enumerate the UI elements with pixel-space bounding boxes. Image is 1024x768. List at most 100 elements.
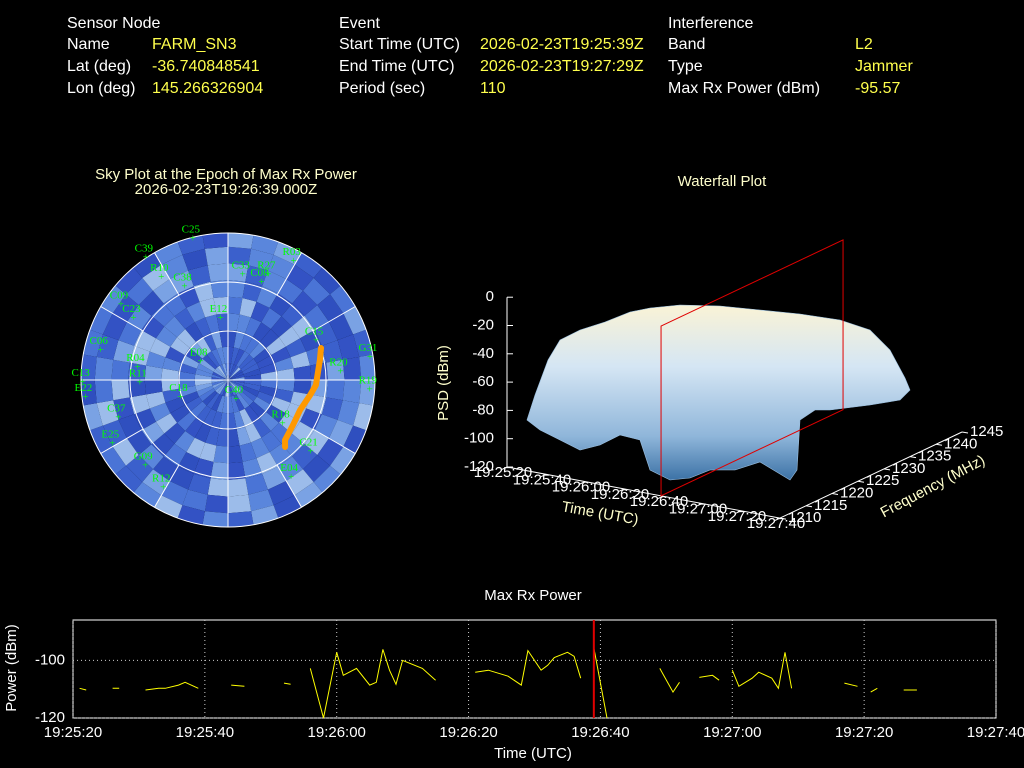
satellite-label: R12 <box>152 472 170 484</box>
sky-cell <box>178 362 197 375</box>
sky-cell <box>303 277 331 305</box>
sky-cell <box>233 348 245 366</box>
x-tick-label: 19:27:00 <box>669 500 727 517</box>
z-tick-label: -100 <box>464 430 494 447</box>
satellite-marker: + <box>143 252 149 264</box>
sky-cell <box>256 452 278 474</box>
x-axis-line <box>506 466 781 519</box>
sky-cell <box>174 307 195 329</box>
chart-title: Sky Plot at the Epoch of Max Rx Power <box>95 166 357 183</box>
sky-cell <box>261 307 282 329</box>
sky-cell <box>215 380 228 393</box>
sky-cell <box>211 374 228 380</box>
x-tick-label: 19:26:40 <box>571 724 629 741</box>
sky-cell <box>213 380 228 391</box>
x-tick-label: 19:26:00 <box>552 479 610 496</box>
sky-cell <box>211 394 223 412</box>
sky-cell <box>228 380 231 397</box>
sky-cell <box>228 346 234 364</box>
satellite-marker: + <box>130 312 136 324</box>
sky-cell <box>236 314 251 333</box>
sky-cell <box>266 337 286 355</box>
sky-cell <box>273 239 303 265</box>
sky-cell <box>275 388 294 403</box>
y-tick <box>805 505 813 508</box>
satellite-label: C18 <box>169 382 188 394</box>
satellite-label: E04 <box>280 462 298 474</box>
sky-cell <box>188 473 211 495</box>
sky-cell <box>205 314 220 333</box>
sky-cell <box>184 347 203 364</box>
sky-cell <box>292 290 318 316</box>
sky-cell <box>249 401 267 419</box>
y-tick-label: 1210 <box>788 509 821 526</box>
sky-cell <box>261 431 282 453</box>
sky-cell <box>194 423 211 443</box>
sky-cell <box>228 412 237 430</box>
satellite-marker: + <box>82 391 88 403</box>
satellite-label: G31 <box>358 342 377 354</box>
satellite-marker: + <box>177 391 183 403</box>
x-axis-label: Time (UTC) <box>560 498 640 528</box>
sky-cell <box>225 363 228 380</box>
sky-cell <box>211 380 228 383</box>
sky-cell <box>228 445 243 464</box>
satellite-marker: + <box>337 366 343 378</box>
sky-cell <box>216 429 228 447</box>
sky-cell <box>228 494 252 514</box>
satellite-marker: + <box>190 232 196 244</box>
y-tick-label: 1220 <box>840 484 873 501</box>
sky-cell <box>210 280 228 298</box>
sky-cell <box>228 313 240 331</box>
x-tick <box>774 517 781 521</box>
sky-cell <box>206 392 220 409</box>
satellite-label: R20 <box>329 357 348 369</box>
sky-cell <box>178 385 197 398</box>
sky-cell <box>189 341 207 359</box>
sky-cell <box>188 265 211 287</box>
sky-cell <box>96 400 119 426</box>
sky-cell <box>238 390 254 406</box>
sky-cell <box>228 380 245 386</box>
sky-cell <box>253 396 272 413</box>
sky-cell <box>102 419 127 447</box>
sky-cell <box>253 347 272 364</box>
satellite-marker: + <box>197 356 203 368</box>
satellite-marker: + <box>217 312 223 324</box>
sky-cell <box>131 482 162 510</box>
sky-cell <box>217 380 228 395</box>
sky-cell <box>260 380 278 389</box>
sky-cell <box>337 334 360 360</box>
sky-cell <box>219 412 228 430</box>
sky-cell <box>178 452 200 474</box>
sky-cell <box>127 305 152 330</box>
sky-cell <box>205 427 220 446</box>
sky-cell <box>210 411 223 430</box>
sky-cell <box>249 341 267 359</box>
sky-cell <box>162 388 181 403</box>
sky-cell <box>293 380 312 395</box>
satellite-label: C15 <box>305 325 324 337</box>
info-label: Lat (deg) <box>67 58 131 75</box>
sky-cell <box>207 478 228 497</box>
sky-cell <box>242 363 260 375</box>
sky-cell <box>262 270 287 294</box>
chart-subtitle: 2026-02-23T19:26:39.000Z <box>135 181 318 198</box>
sky-cell <box>342 356 362 380</box>
x-tick <box>579 481 586 485</box>
sky-cell <box>245 473 268 495</box>
sky-cell <box>304 305 329 330</box>
sky-cell <box>142 264 170 291</box>
y-tick-label: 1215 <box>814 497 847 514</box>
sky-cell <box>165 346 185 363</box>
sky-cell <box>194 317 211 337</box>
y-tick-label: 1235 <box>918 448 951 465</box>
sky-cell <box>141 421 165 445</box>
sky-cell <box>337 400 360 426</box>
chart-title: Waterfall Plot <box>678 173 767 190</box>
x-tick-label: 19:26:40 <box>630 493 688 510</box>
info-value: 2026-02-23T19:25:39Z <box>480 36 644 53</box>
sky-cell <box>245 423 262 443</box>
x-tick-label: 19:25:20 <box>474 464 532 481</box>
sky-cell <box>162 357 181 372</box>
